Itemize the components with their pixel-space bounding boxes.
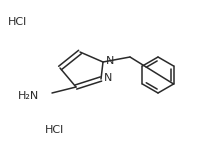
Text: HCl: HCl [45,125,64,135]
Text: HCl: HCl [8,17,27,27]
Text: N: N [104,73,112,83]
Text: N: N [106,56,114,66]
Text: H₂N: H₂N [18,91,39,101]
